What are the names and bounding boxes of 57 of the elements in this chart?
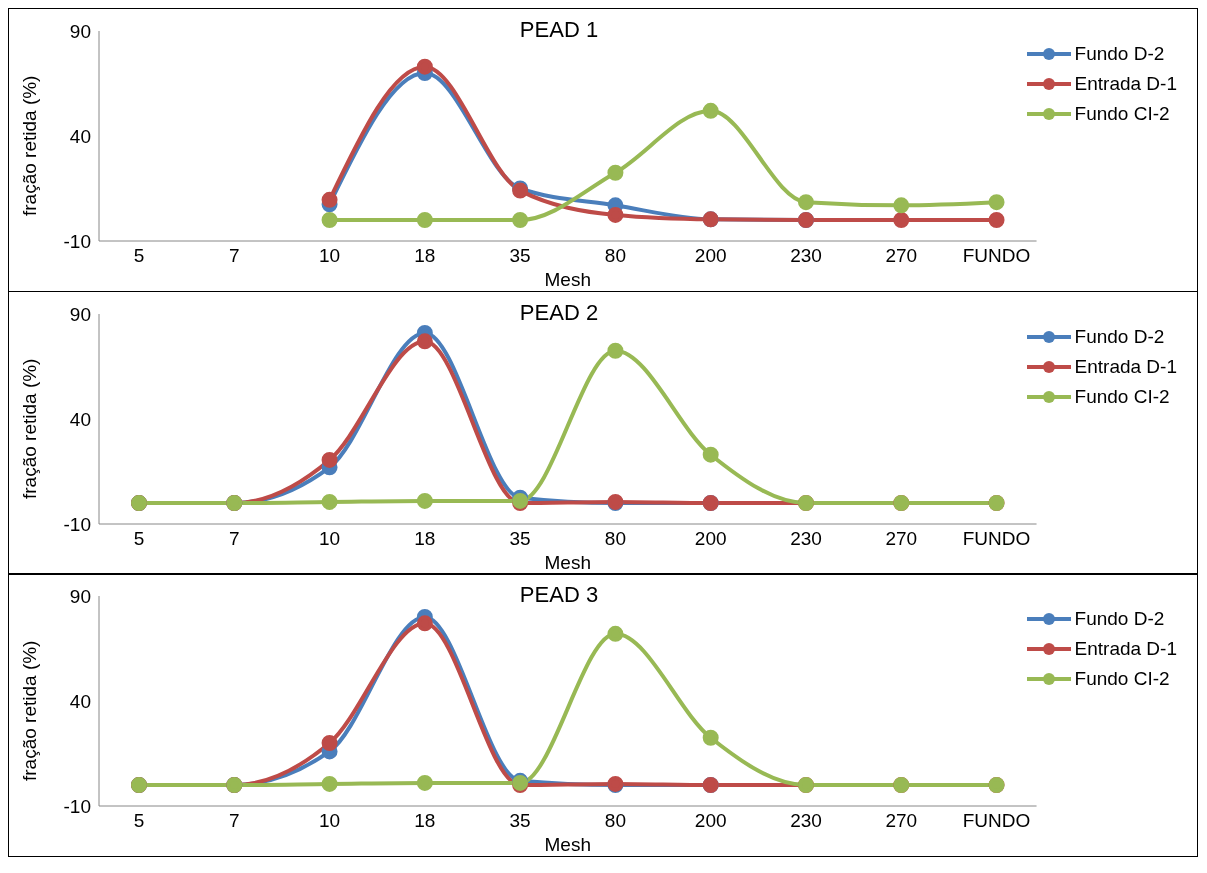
x-tick-label: 80 xyxy=(604,245,626,267)
chart-title: PEAD 1 xyxy=(519,17,599,42)
x-tick-label: 7 xyxy=(228,245,240,267)
y-tick-label: 40 xyxy=(69,690,91,712)
x-tick-label: FUNDO xyxy=(962,245,1031,267)
x-tick-label: 200 xyxy=(694,245,727,267)
x-tick-label: 230 xyxy=(790,810,822,832)
y-tick-label: -10 xyxy=(63,795,91,817)
legend-label: Fundo D-2 xyxy=(1074,607,1165,631)
x-tick-label: 200 xyxy=(694,810,727,832)
x-tick-label: 80 xyxy=(604,810,626,832)
x-tick-label: 270 xyxy=(885,527,918,549)
x-tick-label: 230 xyxy=(790,245,822,267)
x-axis-title: Mesh xyxy=(544,269,592,290)
x-tick-label: 5 xyxy=(133,527,145,549)
x-tick-label: 80 xyxy=(604,527,626,549)
y-tick-label: 40 xyxy=(69,408,91,430)
x-tick-label: 10 xyxy=(319,810,341,832)
x-tick-label: 200 xyxy=(694,527,727,549)
x-tick-label: 5 xyxy=(133,810,145,832)
x-tick-label: 35 xyxy=(509,245,531,267)
y-tick-label: 90 xyxy=(69,20,91,42)
x-tick-label: 10 xyxy=(319,527,341,549)
x-tick-label: 230 xyxy=(790,527,822,549)
x-tick-label: 18 xyxy=(414,810,436,832)
x-axis-title: Mesh xyxy=(544,551,592,573)
legend-label: Fundo CI-2 xyxy=(1074,667,1170,691)
x-tick-label: 18 xyxy=(414,527,436,549)
x-tick-label: 5 xyxy=(133,245,145,267)
legend-label: Fundo CI-2 xyxy=(1074,102,1170,126)
x-tick-label: 10 xyxy=(319,245,341,267)
x-tick-label: 7 xyxy=(228,810,240,832)
y-tick-label: 90 xyxy=(69,303,91,325)
x-tick-label: 270 xyxy=(885,810,918,832)
x-axis-title: Mesh xyxy=(544,834,592,855)
x-tick-label: 35 xyxy=(509,810,531,832)
y-tick-label: -10 xyxy=(63,230,91,252)
x-tick-label: 7 xyxy=(228,527,240,549)
legend-label: Fundo D-2 xyxy=(1074,324,1165,349)
x-tick-label: 18 xyxy=(414,245,436,267)
chart-title: PEAD 2 xyxy=(519,299,599,325)
chart-title: PEAD 3 xyxy=(519,582,599,607)
y-tick-label: 90 xyxy=(69,585,91,607)
x-tick-label: 35 xyxy=(509,527,531,549)
legend-label: Entrada D-1 xyxy=(1074,637,1177,661)
y-tick-label: -10 xyxy=(63,513,91,535)
legend-label: Fundo D-2 xyxy=(1074,42,1165,66)
x-tick-label: 270 xyxy=(885,245,918,267)
y-axis-title: fração retida (%) xyxy=(18,358,40,499)
y-tick-label: 40 xyxy=(69,125,91,147)
legend-label: Entrada D-1 xyxy=(1074,72,1177,96)
x-tick-label: FUNDO xyxy=(962,810,1031,832)
x-tick-label: FUNDO xyxy=(962,527,1031,549)
y-axis-title: fração retida (%) xyxy=(18,75,40,216)
legend-label: Fundo CI-2 xyxy=(1074,384,1170,409)
legend-label: Entrada D-1 xyxy=(1074,354,1177,379)
y-axis-title: fração retida (%) xyxy=(18,640,40,781)
